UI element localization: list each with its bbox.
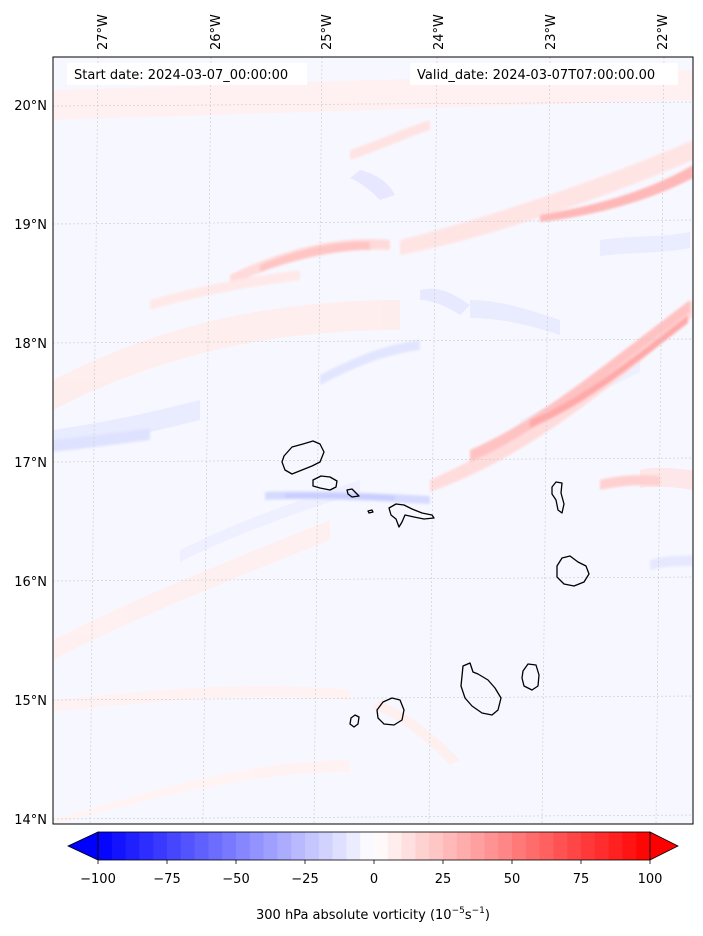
cb-tick-label: −25 bbox=[291, 872, 318, 887]
colorbar-segment bbox=[263, 832, 278, 860]
colorbar-segment bbox=[553, 832, 568, 860]
cb-tick-label: 75 bbox=[573, 872, 590, 887]
colorbar-segment bbox=[374, 832, 389, 860]
latitude-labels: 20°N 19°N 18°N 17°N 16°N 15°N 14°N bbox=[14, 99, 47, 828]
colorbar-segment bbox=[484, 832, 499, 860]
parallel-line bbox=[53, 219, 693, 225]
lat-label-18n: 18°N bbox=[14, 337, 47, 352]
valid-date-text: Valid_date: 2024-03-07T07:00:00.00 bbox=[417, 68, 655, 83]
colorbar-segment bbox=[512, 832, 527, 860]
lon-label-26w: 26°W bbox=[209, 14, 224, 50]
cb-tick-label: 0 bbox=[370, 872, 378, 887]
island-santa-luzia bbox=[346, 488, 360, 498]
start-date-box bbox=[67, 63, 307, 85]
lat-label-17n: 17°N bbox=[14, 456, 47, 471]
longitude-labels: 27°W 26°W 25°W 24°W 23°W 22°W bbox=[96, 14, 671, 50]
colorbar-segment bbox=[208, 832, 223, 860]
colorbar-segment bbox=[305, 832, 320, 860]
lon-label-24w: 24°W bbox=[432, 14, 447, 50]
colorbar-extend-high bbox=[649, 831, 679, 861]
colorbar-segment bbox=[401, 832, 416, 860]
island-sao-nicolau bbox=[388, 503, 435, 528]
island-sao-vicente bbox=[312, 475, 338, 491]
colorbar-segment bbox=[318, 832, 334, 860]
colorbar-segment bbox=[567, 832, 582, 860]
colorbar-segment bbox=[125, 832, 140, 860]
cb-tick-label: −100 bbox=[80, 872, 116, 887]
cb-tick-label: −75 bbox=[153, 872, 180, 887]
lat-label-20n: 20°N bbox=[14, 99, 47, 114]
valid-date-box bbox=[410, 63, 678, 85]
island-sal bbox=[551, 481, 565, 514]
colorbar-segment bbox=[581, 832, 596, 860]
coastlines bbox=[281, 440, 590, 728]
cb-tick-label: 25 bbox=[435, 872, 452, 887]
colorbar-segment bbox=[222, 832, 237, 860]
vorticity-field bbox=[53, 57, 693, 824]
colorbar-segments bbox=[98, 832, 651, 860]
colorbar-segment bbox=[194, 832, 209, 860]
island-santiago bbox=[460, 662, 502, 716]
colorbar-title: 300 hPa absolute vorticity (10−5s−1) bbox=[256, 906, 490, 923]
lat-label-19n: 19°N bbox=[14, 218, 47, 233]
colorbar-segment bbox=[498, 832, 513, 860]
colorbar-segment bbox=[594, 832, 610, 860]
island-maio bbox=[521, 663, 540, 691]
lon-label-22w: 22°W bbox=[656, 14, 671, 50]
parallel-line bbox=[53, 101, 693, 107]
parallel-line bbox=[53, 457, 693, 463]
lat-label-16n: 16°N bbox=[14, 575, 47, 590]
start-date-text: Start date: 2024-03-07_00:00:00 bbox=[74, 68, 288, 83]
colorbar-segment bbox=[291, 832, 306, 860]
colorbar-segment bbox=[415, 832, 430, 860]
colorbar-segment bbox=[470, 832, 485, 860]
island-boa-vista bbox=[556, 555, 590, 587]
lon-label-27w: 27°W bbox=[96, 14, 111, 50]
lon-label-23w: 23°W bbox=[544, 14, 559, 50]
colorbar-segment bbox=[111, 832, 127, 860]
gridlines bbox=[53, 57, 693, 824]
colorbar-segment bbox=[153, 832, 168, 860]
colorbar-tick-labels: −100 −75 −50 −25 0 25 50 75 100 bbox=[80, 872, 662, 887]
cb-tick-label: 50 bbox=[504, 872, 521, 887]
colorbar-segment bbox=[456, 832, 472, 860]
island-brava bbox=[349, 714, 360, 728]
colorbar-segment bbox=[236, 832, 251, 860]
colorbar-segment bbox=[139, 832, 154, 860]
colorbar-segment bbox=[429, 832, 444, 860]
colorbar-segment bbox=[443, 832, 458, 860]
parallel-line bbox=[53, 695, 693, 701]
colorbar-extend-low bbox=[67, 831, 99, 861]
colorbar-segment bbox=[608, 832, 623, 860]
island-santo-antao bbox=[281, 440, 325, 475]
parallel-line bbox=[53, 338, 693, 344]
island-raso bbox=[367, 509, 374, 514]
lon-label-25w: 25°W bbox=[320, 14, 335, 50]
island-fogo bbox=[376, 697, 405, 726]
colorbar-segment bbox=[360, 832, 375, 860]
colorbar: −100 −75 −50 −25 0 25 50 75 100 300 hPa … bbox=[67, 831, 679, 923]
colorbar-segment bbox=[98, 832, 113, 860]
colorbar-segment bbox=[249, 832, 265, 860]
parallel-line bbox=[53, 814, 693, 820]
lat-label-15n: 15°N bbox=[14, 694, 47, 709]
colorbar-segment bbox=[277, 832, 292, 860]
colorbar-segment bbox=[167, 832, 182, 860]
map-background bbox=[53, 57, 693, 824]
colorbar-segment bbox=[636, 832, 651, 860]
map-frame bbox=[52, 56, 694, 825]
colorbar-segment bbox=[622, 832, 637, 860]
cb-tick-label: −50 bbox=[222, 872, 249, 887]
colorbar-segment bbox=[346, 832, 361, 860]
colorbar-ticks bbox=[97, 860, 651, 864]
colorbar-segment bbox=[332, 832, 347, 860]
lat-label-14n: 14°N bbox=[14, 813, 47, 828]
colorbar-segment bbox=[387, 832, 403, 860]
colorbar-segment bbox=[539, 832, 554, 860]
colorbar-segment bbox=[525, 832, 541, 860]
cb-tick-label: 100 bbox=[638, 872, 663, 887]
colorbar-segment bbox=[180, 832, 196, 860]
